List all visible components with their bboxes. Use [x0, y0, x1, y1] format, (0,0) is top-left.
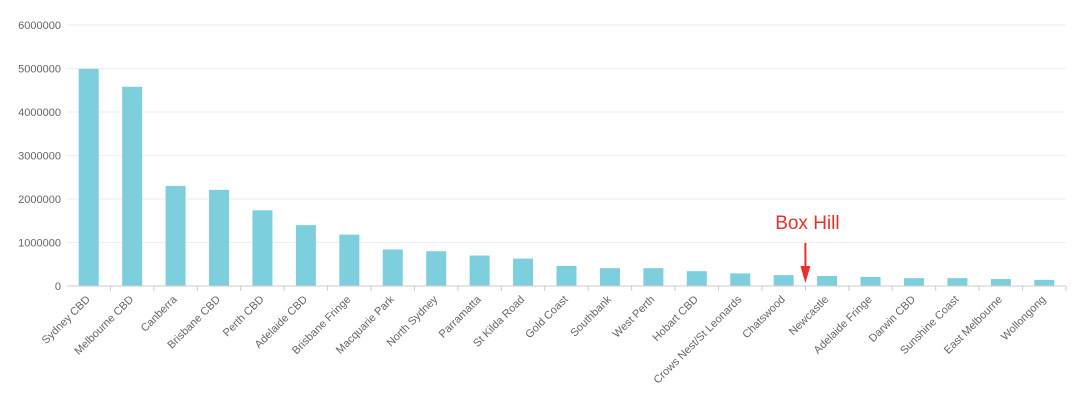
bar: [860, 276, 881, 286]
x-tick-label: Perth CBD: [221, 294, 267, 340]
bar: [78, 68, 99, 286]
y-axis: 0 1000000 2000000 3000000 4000000 5000000 6000…: [18, 20, 61, 293]
x-tick-label: Parramatta: [437, 293, 485, 341]
x-tick-label: Chatswood: [740, 294, 787, 341]
x-tick-label: Crows Nest/St Leonards: [652, 293, 745, 386]
bar: [556, 265, 577, 286]
bar: [903, 278, 924, 286]
bar: [165, 185, 186, 286]
bar: [1034, 279, 1055, 286]
bar: [947, 278, 968, 286]
x-tick-label: Newcastle: [787, 294, 831, 338]
bar: [730, 273, 751, 286]
bar: [209, 189, 230, 286]
bar: [990, 279, 1011, 286]
bar: [382, 249, 403, 286]
bar: [426, 251, 447, 286]
bars: [78, 68, 1055, 287]
x-tick-label: Gold Coast: [523, 294, 570, 341]
y-tick-label: 1000000: [18, 238, 61, 250]
x-tick-label: Wollongong: [999, 294, 1048, 343]
bar: [773, 275, 794, 286]
bar: [122, 86, 143, 287]
annotation-label: Box Hill: [775, 213, 839, 234]
arrow-down-icon: [800, 266, 811, 283]
gridlines: [67, 24, 1066, 243]
annotation: Box Hill: [775, 213, 840, 283]
bar: [686, 271, 707, 286]
y-tick-label: 3000000: [18, 151, 61, 163]
bar: [599, 268, 620, 286]
y-tick-label: 2000000: [18, 194, 61, 206]
y-tick-label: 5000000: [18, 64, 61, 76]
y-tick-label: 4000000: [18, 107, 61, 119]
y-tick-label: 0: [55, 281, 61, 293]
y-tick-label: 6000000: [18, 20, 61, 32]
x-tick-label: West Perth: [611, 294, 658, 341]
x-tick-label: Canberra: [139, 293, 181, 335]
bar: [643, 268, 664, 286]
bar: [513, 258, 534, 286]
bar: [469, 255, 490, 286]
bar: [295, 225, 316, 286]
bar: [339, 234, 360, 286]
x-tick-label: Southbank: [568, 293, 614, 339]
bar: [817, 275, 838, 286]
bar: [252, 210, 273, 286]
